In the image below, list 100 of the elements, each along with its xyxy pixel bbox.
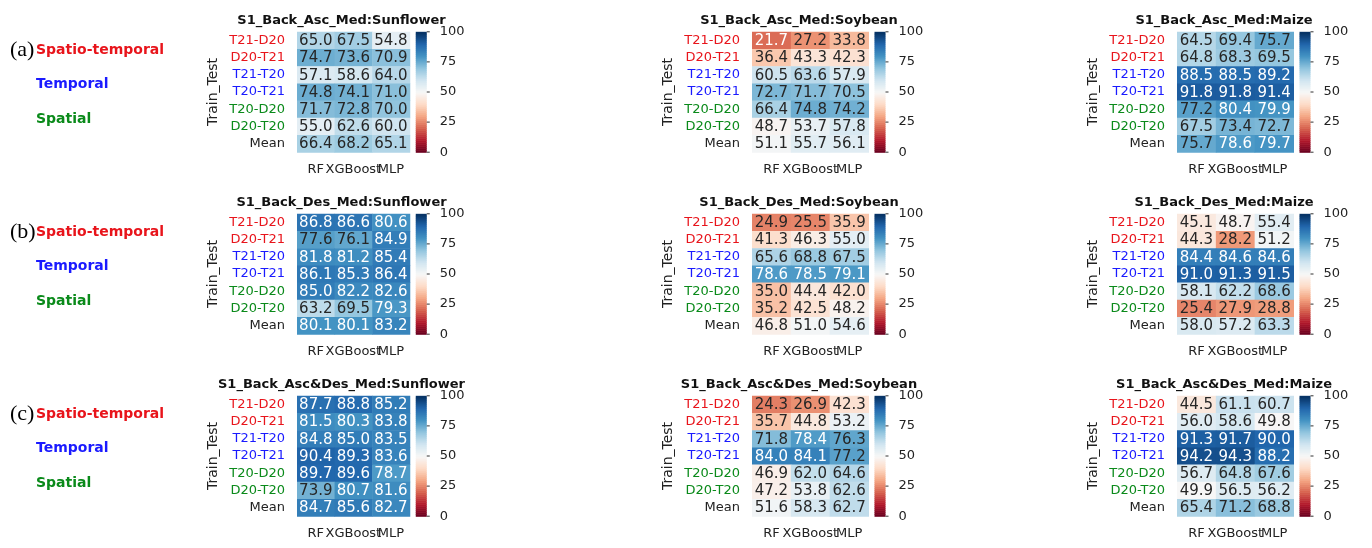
- y-tick-label: T20-D20: [228, 282, 285, 298]
- data-label: 90.0: [1257, 429, 1291, 448]
- data-label: 86.4: [374, 264, 408, 283]
- y-tick-label: Mean: [249, 134, 285, 150]
- data-label: 76.3: [832, 429, 866, 448]
- color-bar-label: 0: [898, 143, 907, 159]
- data-label: 82.7: [374, 498, 408, 517]
- y-tick-label: Mean: [704, 498, 740, 514]
- data-label: 56.7: [1179, 464, 1214, 483]
- data-label: 48.2: [832, 299, 866, 318]
- data-label: 76.1: [336, 230, 371, 249]
- x-tick-label: XGBoost: [782, 161, 839, 177]
- data-label: 73.4: [1218, 117, 1252, 136]
- y-tick-label: T21-D20: [228, 31, 285, 47]
- y-tick-label: D20-T21: [230, 412, 285, 428]
- color-bar-label: 100: [898, 23, 924, 39]
- data-label: 64.0: [374, 65, 408, 84]
- text: Temporal: [36, 439, 109, 456]
- data-label: 63.6: [793, 65, 827, 84]
- y-tick-label: T20-T21: [1111, 265, 1165, 281]
- y-axis-title: Train_Test: [204, 421, 221, 492]
- color-bar-label: 0: [1323, 325, 1332, 341]
- data-label: 64.5: [1179, 31, 1214, 50]
- data-label: 89.3: [336, 446, 371, 465]
- y-tick-label: T21-D20: [683, 31, 740, 47]
- data-label: 64.6: [832, 464, 866, 483]
- data-label: 44.3: [1179, 230, 1214, 249]
- data-label: 91.5: [1257, 264, 1291, 283]
- data-label: 58.6: [336, 65, 371, 84]
- data-label: 56.1: [832, 134, 866, 153]
- color-bar-label: 75: [439, 235, 457, 251]
- y-tick-label: T21-T20: [1111, 430, 1165, 446]
- y-axis-title: Train_Test: [659, 421, 676, 492]
- data-label: 74.7: [299, 48, 333, 67]
- data-label: 78.4: [793, 429, 827, 448]
- data-label: 33.8: [832, 31, 866, 50]
- data-label: 89.2: [1257, 65, 1291, 84]
- x-tick-label: XGBoost: [1207, 525, 1264, 541]
- x-tick-label: RF: [763, 343, 780, 359]
- data-label: 68.6: [1257, 282, 1291, 301]
- y-tick-label: D20-T20: [685, 117, 740, 133]
- y-tick-label: T21-T20: [231, 66, 285, 82]
- y-tick-label: T20-T21: [231, 83, 285, 99]
- y-tick-label: D20-T21: [1110, 412, 1165, 428]
- y-tick-label: T20-T21: [231, 265, 285, 281]
- x-tick-label: XGBoost: [782, 343, 839, 359]
- data-label: 81.6: [374, 481, 408, 500]
- data-label: 85.3: [336, 264, 371, 283]
- data-label: 70.9: [374, 48, 408, 67]
- y-tick-label: T21-T20: [686, 430, 740, 446]
- data-label: 74.1: [336, 82, 371, 101]
- data-label: 25.5: [793, 213, 827, 232]
- color-bar-label: 100: [1323, 205, 1349, 221]
- data-label: 77.6: [299, 230, 333, 249]
- data-label: 42.5: [793, 299, 827, 318]
- data-label: 75.7: [1179, 134, 1214, 153]
- text: (a): [10, 36, 35, 62]
- data-label: 35.0: [754, 282, 789, 301]
- color-bar-label: 0: [439, 325, 449, 341]
- data-label: 51.2: [1257, 230, 1291, 249]
- data-label: 71.7: [299, 100, 333, 119]
- data-label: 42.3: [832, 395, 866, 414]
- y-axis-title: Train_Test: [204, 57, 221, 128]
- data-label: 74.8: [793, 100, 827, 119]
- data-label: 71.2: [1218, 498, 1252, 517]
- data-label: 27.9: [1218, 299, 1252, 318]
- color-bar-label: 50: [1323, 83, 1341, 99]
- data-label: 68.2: [336, 134, 371, 153]
- data-label: 68.8: [1257, 498, 1291, 517]
- data-label: 43.3: [793, 48, 827, 67]
- color-bar-label: 50: [439, 265, 457, 281]
- data-label: 84.0: [754, 446, 789, 465]
- data-label: 94.2: [1179, 446, 1214, 465]
- x-tick-label: RF: [307, 343, 325, 359]
- data-label: 63.3: [1257, 316, 1291, 335]
- y-axis-title: Train_Test: [204, 239, 221, 310]
- data-label: 57.8: [832, 117, 866, 136]
- data-label: 55.0: [299, 117, 333, 136]
- data-label: 24.9: [754, 213, 789, 232]
- color-bar-label: 25: [1323, 477, 1341, 493]
- data-label: 78.7: [374, 464, 408, 483]
- y-tick-label: T21-T20: [1111, 66, 1165, 82]
- y-tick-label: T21-T20: [231, 248, 285, 264]
- data-label: 91.0: [1179, 264, 1214, 283]
- chart-title: S1_Back_Des_Med:Soybean: [699, 194, 899, 211]
- data-label: 71.8: [754, 429, 789, 448]
- data-label: 87.7: [299, 395, 333, 414]
- x-tick-label: RF: [307, 161, 325, 177]
- y-tick-label: D20-T21: [230, 230, 285, 246]
- color-bar-label: 0: [898, 507, 907, 523]
- data-label: 54.6: [832, 316, 866, 335]
- data-label: 24.3: [754, 395, 789, 414]
- data-label: 58.6: [1218, 412, 1252, 431]
- y-tick-label: T21-T20: [686, 248, 740, 264]
- text: (c): [10, 400, 35, 426]
- data-label: 94.3: [1218, 446, 1252, 465]
- color-bar-label: 75: [439, 417, 457, 433]
- data-label: 66.4: [299, 134, 333, 153]
- data-label: 80.7: [336, 481, 371, 500]
- y-tick-label: D20-T21: [685, 230, 740, 246]
